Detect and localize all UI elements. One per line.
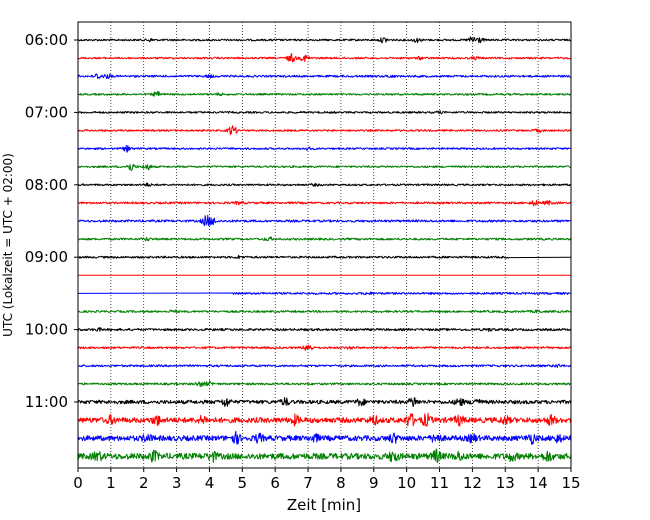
x-tick-label: 10	[397, 474, 416, 492]
trace-line	[77, 163, 572, 171]
trace-line	[77, 236, 572, 242]
trace-line	[77, 430, 572, 445]
trace-line	[77, 73, 572, 79]
x-tick-label: 8	[336, 474, 346, 492]
grid-lines	[110, 22, 539, 468]
x-tick-label: 6	[270, 474, 280, 492]
trace-line	[77, 448, 572, 464]
x-tick-label: 2	[139, 474, 149, 492]
y-tick-label: 10:00	[25, 321, 68, 339]
trace-line	[77, 291, 572, 296]
x-tick-label: 12	[463, 474, 482, 492]
x-axis: 0 1 2 3 4 5 6 7 8 9 10 11 12 13 14 15	[73, 468, 581, 492]
trace-line	[77, 145, 572, 153]
trace-line	[77, 412, 572, 427]
x-tick-label: 3	[172, 474, 182, 492]
trace-line	[77, 254, 572, 260]
x-tick-label: 9	[369, 474, 379, 492]
trace-line	[78, 125, 572, 136]
y-tick-label: 06:00	[25, 31, 68, 49]
x-tick-label: 7	[303, 474, 313, 492]
x-tick-label: 13	[496, 474, 515, 492]
trace-line	[77, 53, 572, 63]
y-tick-label: 11:00	[25, 393, 68, 411]
traces-group	[77, 36, 572, 464]
trace-line	[77, 363, 572, 368]
y-tick-label: 07:00	[25, 103, 68, 121]
x-tick-label: 0	[73, 474, 83, 492]
x-tick-label: 15	[561, 474, 580, 492]
x-tick-label: 1	[106, 474, 116, 492]
trace-line	[77, 397, 572, 408]
trace-line	[77, 200, 572, 207]
x-tick-label: 4	[205, 474, 215, 492]
x-tick-label: 5	[238, 474, 248, 492]
trace-line	[77, 344, 572, 351]
trace-line	[77, 214, 572, 227]
trace-line	[77, 110, 572, 115]
y-axis: 06:00 07:00 08:00 09:00 10:00 11:00	[25, 31, 78, 411]
trace-line	[77, 309, 572, 314]
y-tick-label: 08:00	[25, 176, 68, 194]
x-tick-label: 14	[529, 474, 548, 492]
plot-frame	[77, 21, 572, 469]
trace-line	[77, 36, 572, 44]
x-tick-label: 11	[430, 474, 449, 492]
x-axis-label: Zeit [min]	[287, 496, 361, 514]
trace-line	[77, 327, 572, 332]
trace-line	[77, 182, 572, 187]
trace-line	[77, 91, 572, 97]
y-tick-label: 09:00	[25, 248, 68, 266]
y-axis-label: UTC (Lokalzeit = UTC + 02:00)	[1, 153, 15, 337]
trace-line	[77, 380, 572, 388]
